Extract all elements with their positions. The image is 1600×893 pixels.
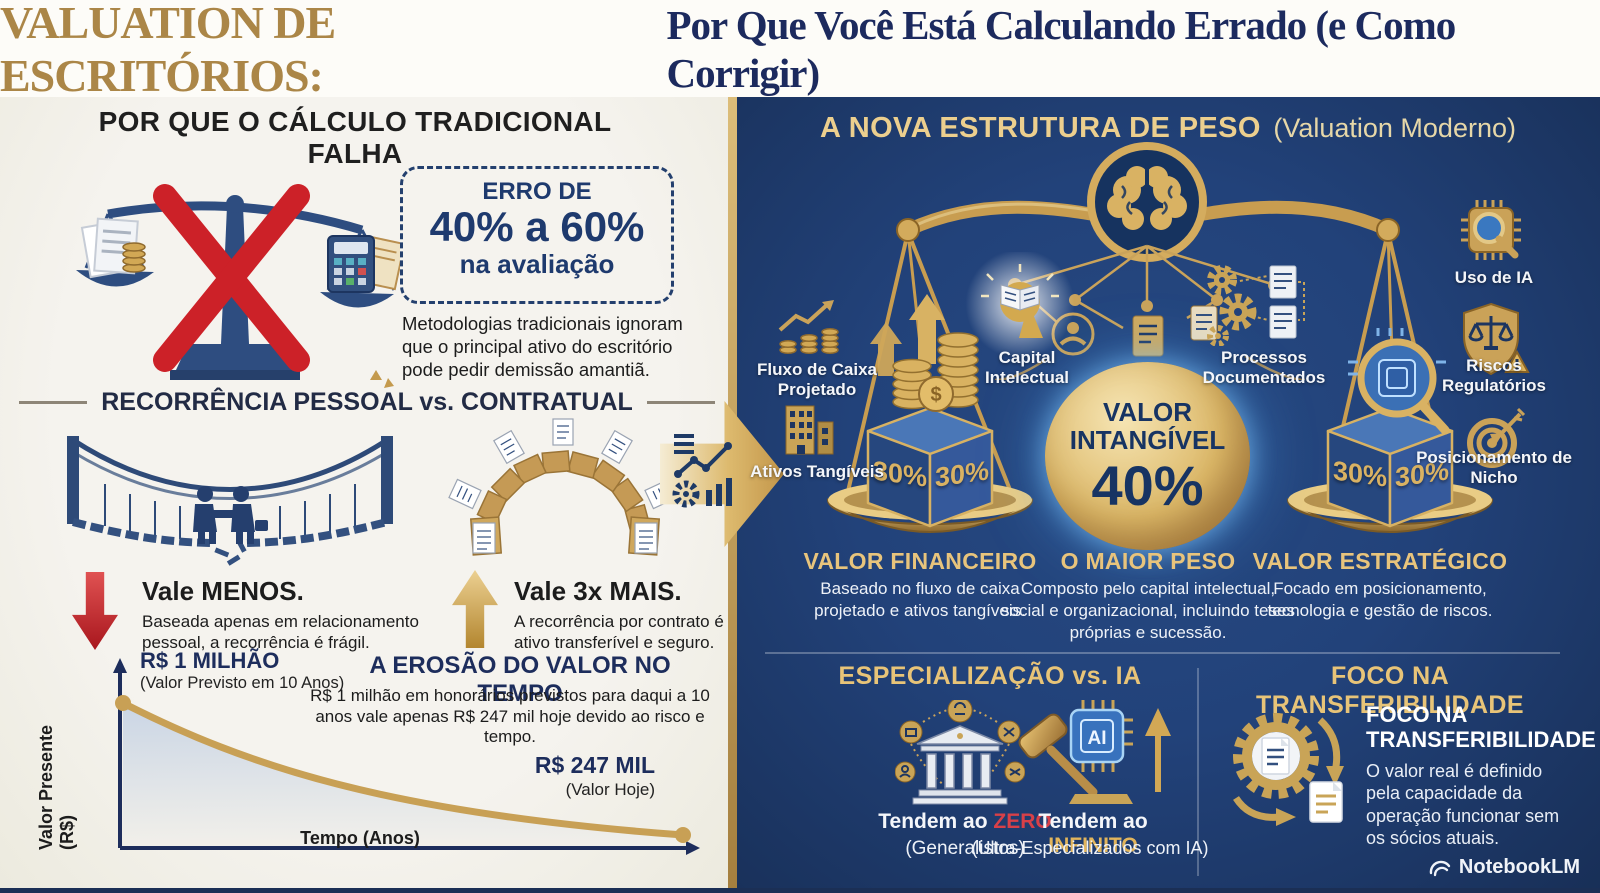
gear-doc-cycle-icon xyxy=(1233,713,1344,826)
financial-value-text: Baseado no fluxo de caixa projetado e at… xyxy=(814,579,1026,620)
financial-value-title: VALOR FINANCEIRO xyxy=(803,548,1037,574)
error-line2: 40% a 60% xyxy=(429,203,645,250)
error-callout: ERRO DE 40% a 60% na avaliação xyxy=(400,166,674,304)
broken-scale-icon xyxy=(76,184,400,388)
personal-text: Baseada apenas em relacionamento pessoal… xyxy=(142,612,419,653)
cash-flow-icon xyxy=(778,300,839,354)
contractual-text: A recorrência por contrato é um ativo tr… xyxy=(514,612,753,653)
watermark-text: NotebookLM xyxy=(1458,856,1580,878)
niche-positioning-label: Posicionamento de Nicho xyxy=(1416,448,1572,488)
right-heading-row: A NOVA ESTRUTURA DE PESO (Valuation Mode… xyxy=(756,112,1580,145)
documents-arch-icon xyxy=(448,418,678,556)
ai-chip-label: AI xyxy=(1088,728,1107,749)
ultra-specialized-sub: (Ultra-Especializados com IA) xyxy=(971,838,1209,858)
erosion-chart xyxy=(113,658,700,855)
chart-x-axis-label: Tempo (Anos) xyxy=(300,828,420,848)
divider-line xyxy=(646,401,715,404)
dollar-coin-label: $ xyxy=(930,384,941,406)
tend-zero-highlight: ZERO xyxy=(993,810,1052,833)
transition-arrow-glyphs xyxy=(672,434,732,508)
ai-use-label: Uso de IA xyxy=(1454,268,1534,287)
left-heading: POR QUE O CÁLCULO TRADICIONAL FALHA xyxy=(98,106,612,169)
personal-title: Vale MENOS. xyxy=(142,576,304,607)
sphere-line2: INTANGÍVEL xyxy=(1069,425,1226,455)
biggest-weight-text: Composto pelo capital intelectual, socia… xyxy=(1001,579,1295,642)
gavel-ai-icon: AI xyxy=(1018,700,1171,804)
tend-infinity-prefix: Tendem ao xyxy=(1038,810,1148,833)
chart-end-sub: (Valor Hoje) xyxy=(565,780,655,799)
contractual-title-prefix: Vale xyxy=(514,576,574,606)
page-title-gold: VALUATION DE ESCRITÓRIOS: xyxy=(0,0,336,101)
shield-scales-icon xyxy=(1463,302,1530,376)
building-icon xyxy=(785,405,834,455)
generalists-sub: (Generalistos) xyxy=(905,838,1025,859)
cash-flow-label: Fluxo de Caixa Projetado xyxy=(757,360,877,400)
sphere-pct: 40% xyxy=(1091,454,1204,518)
contractual-title: Vale 3x MAIS. xyxy=(514,576,682,607)
regulatory-risks-label: Riscos Regulatórios xyxy=(1442,356,1546,396)
chip-magnifier-icon xyxy=(1461,200,1521,260)
horizontal-divider xyxy=(765,652,1560,654)
magnifier-chip-icon xyxy=(1348,328,1450,435)
divider-line xyxy=(19,401,88,404)
strategic-value-title: VALOR ESTRATÉGICO xyxy=(1252,548,1508,574)
documented-processes-label: Processos Documentados xyxy=(1202,348,1326,388)
personal-title-prefix: Vale xyxy=(142,576,202,606)
right-heading: A NOVA ESTRUTURA DE PESO xyxy=(820,112,1261,144)
target-arrow-icon xyxy=(1467,407,1526,468)
document-icon xyxy=(1132,305,1218,357)
intangible-value-sphere: VALOR INTANGÍVEL 40% xyxy=(1045,362,1250,550)
error-note: Metodologias tradicionais ignoram que o … xyxy=(402,313,683,381)
tend-infinity-caption: Tendem ao INFINITO xyxy=(993,810,1193,858)
chart-start-label: R$ 1 MILHÃO xyxy=(140,648,280,673)
chart-y-axis-label: Valor Presente (R$) xyxy=(36,724,77,850)
right-heading-sub: (Valuation Moderno) xyxy=(1273,113,1516,143)
vertical-divider xyxy=(1197,668,1199,876)
tangible-assets-label: Ativos Tangíveis xyxy=(750,462,884,481)
transferability-text: O valor real é definido pela capacidade … xyxy=(1366,761,1560,848)
bank-icon xyxy=(895,700,1025,805)
intellectual-capital-label: Capital Intelectual xyxy=(984,348,1070,388)
recurrence-heading-row: RECORRÊNCIA PESSOAL vs. CONTRATUAL xyxy=(19,388,715,417)
contractual-title-highlight: 3x MAIS. xyxy=(573,576,682,606)
transferability-heading: FOCO NA TRANSFERIBILIDADE xyxy=(1256,662,1524,719)
coins-icon xyxy=(892,332,979,410)
bottom-edge xyxy=(0,888,1600,893)
chart-start-sub: (Valor Previsto em 10 Anos) xyxy=(140,674,345,692)
header-band: VALUATION DE ESCRITÓRIOS: Por Que Você E… xyxy=(0,0,1600,101)
tend-zero-prefix: Tendem ao xyxy=(878,810,994,833)
error-line1: ERRO DE xyxy=(482,178,592,205)
red-x-icon xyxy=(153,184,310,372)
chart-end-label: R$ 247 MIL xyxy=(534,752,655,778)
chart-subtitle: R$ 1 milhão em honorários previstos para… xyxy=(310,686,710,747)
biggest-weight-title: O MAIOR PESO xyxy=(1060,548,1236,574)
bridge-icon xyxy=(67,436,393,566)
personal-title-highlight: MENOS. xyxy=(201,576,304,606)
chart-title: A EROSÃO DO VALOR NO TEMPO xyxy=(369,652,671,707)
transferability-title: FOCO NA TRANSFERIBILIDADE xyxy=(1366,702,1596,753)
specialization-heading: ESPECIALIZAÇÃO vs. IA xyxy=(838,662,1142,690)
recurrence-heading: RECORRÊNCIA PESSOAL vs. CONTRATUAL xyxy=(101,388,633,416)
tend-infinity-highlight: INFINITO xyxy=(1048,834,1138,857)
tend-zero-caption: Tendem ao ZERO xyxy=(845,810,1085,834)
sphere-line1: VALOR xyxy=(1102,396,1193,427)
notebooklm-logo-icon xyxy=(1429,860,1451,876)
strategic-value-text: Focado em posicionamento, tecnologia e g… xyxy=(1267,579,1493,620)
gears-docs-icon xyxy=(1207,265,1305,346)
head-book-icon xyxy=(981,264,1059,338)
watermark: NotebookLM xyxy=(1360,856,1580,879)
page-title-navy: Por Que Você Está Calculando Errado (e C… xyxy=(666,1,1457,96)
error-line3: na avaliação xyxy=(459,248,615,279)
